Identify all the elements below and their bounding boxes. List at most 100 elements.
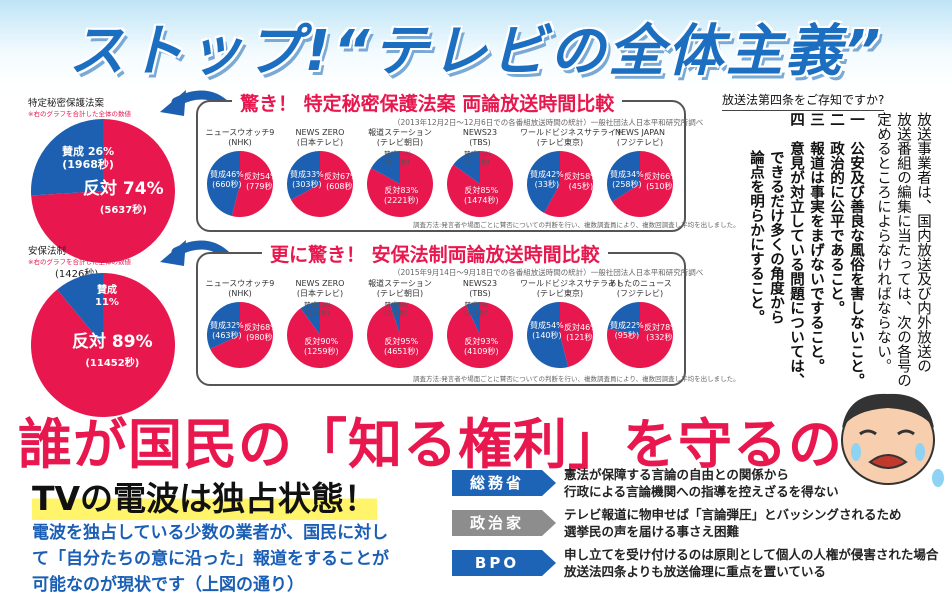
summary-1-for-label: 賛成 — [62, 145, 84, 158]
station-against-label: 反対68% (980秒) — [244, 323, 278, 342]
law-text: 放送事業者は、国内放送及び内外放送の 放送番組の編集に当たっては、次の各号の 定… — [700, 110, 932, 390]
law-intro-line: 定めるところによらなければならない。 — [875, 112, 891, 373]
station-pie — [367, 151, 433, 217]
station-network: (フジテレビ) — [616, 289, 664, 298]
summary-2-against-seconds: (11452秒) — [85, 358, 140, 369]
station-for-label: 賛成10% (138秒) — [304, 301, 332, 317]
station-for-slice — [465, 302, 480, 335]
station-for-label: 賛成7% (325秒) — [464, 301, 488, 317]
main-body: 電波を独占している少数の業者が、国民に対し て「自分たちの意に沿った」報道をする… — [32, 520, 442, 598]
station-against-label: 反対67% (608秒) — [324, 172, 358, 191]
station-for-label: 賛成54% (140秒) — [530, 321, 564, 340]
summary-1-for-text: 賛成 26% (1968秒) — [62, 145, 114, 171]
summary-1-against-text: 反対 74% (5637秒) — [83, 180, 164, 220]
organization-note-line: 憲法が保障する言論の自由との関係から — [564, 467, 789, 482]
summary-2-label: 安保法制 — [28, 246, 67, 257]
station-title: 報道ステーション — [368, 279, 432, 288]
station-name: 報道ステーション (テレビ朝日) — [360, 279, 440, 299]
station-name: ニュースウオッチ9 (NHK) — [200, 279, 280, 299]
organization-note-line: テレビ報道に物申せば「言論弾圧」とバッシングされるため — [564, 507, 902, 522]
station-against-label: 反対78% (332秒) — [644, 323, 678, 342]
summary-2-against-label: 反対 — [72, 332, 106, 352]
summary-1-against-label: 反対 — [83, 179, 117, 199]
comparison-box-2 — [196, 252, 686, 386]
station-for-label: 賛成5% (265秒) — [384, 301, 408, 317]
comparison-box-2-title: 更に驚き！ 安保法制両論放送時間比較 — [262, 240, 608, 267]
law-item-4: 四 意見が対立している問題については、 — [786, 112, 805, 388]
station-for-slice — [389, 302, 400, 335]
station-network: (日本テレビ) — [296, 289, 344, 298]
organization-note-line: 行政による言論機関への指導を控えざるを得ない — [564, 484, 839, 499]
summary-1-against-slice — [31, 119, 176, 263]
summary-2-for-text: 賛成 11% — [95, 285, 119, 309]
station-network: (テレビ東京) — [536, 138, 584, 147]
station-against-slice — [231, 151, 273, 217]
law-intro-line: 放送事業者は、国内放送及び内外放送の — [915, 112, 931, 373]
station-for-label: 賛成42% (33秒) — [530, 170, 564, 189]
summary-2-for-label: 賛成 — [96, 285, 117, 296]
station-for-label: 賛成17% (458秒) — [384, 150, 412, 166]
station-name: NEWS23 (TBS) — [440, 128, 520, 148]
station-for-slice — [527, 151, 560, 213]
summary-1-for-value: 26% — [87, 145, 115, 158]
summary-2-for-seconds: 1426秒 — [58, 269, 95, 280]
comparison-box-1-title: 驚き！ 特定秘密保護法案 両論放送時間比較 — [232, 89, 623, 116]
station-for-slice — [607, 151, 640, 202]
station-for-slice — [207, 151, 240, 216]
station-network: (TBS) — [469, 289, 491, 298]
comparison-box-1-footnote: 調査方法:発言者や場面ごとに賛否についての判断を行い、複数調査員により、複数回調… — [413, 221, 740, 229]
station-against-label: 反対85% (1474秒) — [464, 186, 499, 205]
station-name: あしたのニュース (フジテレビ) — [600, 279, 680, 299]
crying-face-icon — [841, 393, 944, 487]
organization-note-line: 選挙民の声を届ける事さえ困難 — [564, 524, 740, 539]
organization-note-line: 放送法四条よりも放送倫理に重点を置いている — [564, 564, 826, 579]
station-pie — [527, 151, 593, 217]
station-against-slice — [210, 302, 273, 368]
law-item-4-cont: できるだけ多くの角度から — [768, 150, 784, 324]
law-item-1: 一 公安及び善良な風俗を害しないこと。 — [846, 112, 865, 388]
station-pie — [527, 302, 593, 368]
law-item-4-cont: 論点を明らかにすること。 — [748, 150, 764, 324]
station-name: 報道ステーション (テレビ朝日) — [360, 128, 440, 148]
organization-note: テレビ報道に物申せば「言論弾圧」とバッシングされるため 選挙民の声を届ける事さえ困… — [564, 506, 902, 540]
summary-1-note: ※右のグラフを合計した全体の数値 — [28, 110, 131, 118]
arrow-right-icon — [542, 510, 556, 536]
station-name: ニュースウオッチ9 (NHK) — [200, 128, 280, 148]
station-title: NEWS ZERO — [295, 279, 345, 288]
law-item-1-text: 公安及び善良な風俗を害しないこと。 — [848, 141, 864, 388]
station-against-label: 反対93% (4109秒) — [464, 337, 499, 356]
station-against-label: 反対66% (510秒) — [644, 172, 678, 191]
law-item-4-text: 意見が対立している問題については、 — [788, 141, 804, 388]
station-network: (日本テレビ) — [296, 138, 344, 147]
law-item-3-num: 三 — [808, 112, 824, 127]
station-for-slice — [527, 302, 569, 368]
main-title: 誰が国民の「知る権利」を守るの? — [18, 413, 876, 476]
station-pie — [287, 151, 353, 217]
station-pie — [207, 151, 273, 217]
station-pie — [367, 302, 433, 368]
arrow-right-icon — [542, 550, 556, 576]
station-for-label: 賛成46% (660秒) — [210, 170, 244, 189]
station-for-label: 賛成22% (95秒) — [610, 321, 644, 340]
station-title: NEWS JAPAN — [614, 128, 666, 137]
station-against-label: 反対90% (1259秒) — [304, 337, 339, 356]
station-name: NEWS JAPAN (フジテレビ) — [600, 128, 680, 148]
station-network: (フジテレビ) — [616, 138, 664, 147]
main-body-line: 可能なのが現状です（上図の通り） — [32, 575, 304, 595]
comparison-box-2-subtitle: （2015年9月14日～9月18日での各番組放送時間の統計）一般社団法人日本平和… — [393, 268, 704, 277]
station-network: (NHK) — [228, 289, 252, 298]
summary-2-against-value: 89% — [111, 332, 153, 352]
station-against-label: 反対46% (121秒) — [564, 323, 598, 342]
station-title: あしたのニュース — [608, 279, 672, 288]
station-against-label: 反対54% (779秒) — [244, 172, 278, 191]
station-network: (テレビ朝日) — [376, 289, 424, 298]
header-banner — [0, 0, 952, 88]
headline: ストップ!“テレビの全体主義” — [68, 19, 884, 84]
station-title: ワールドビジネスサテライト — [520, 279, 624, 288]
station-against-label: 反対95% (4651秒) — [384, 337, 419, 356]
station-title: ニュースウオッチ9 — [205, 279, 275, 288]
comparison-box-1 — [196, 100, 686, 232]
summary-2-for-value: 11% — [95, 297, 119, 308]
station-for-slice — [207, 302, 240, 350]
law-item-2: 二 政治的に公平であること。 — [826, 112, 845, 388]
